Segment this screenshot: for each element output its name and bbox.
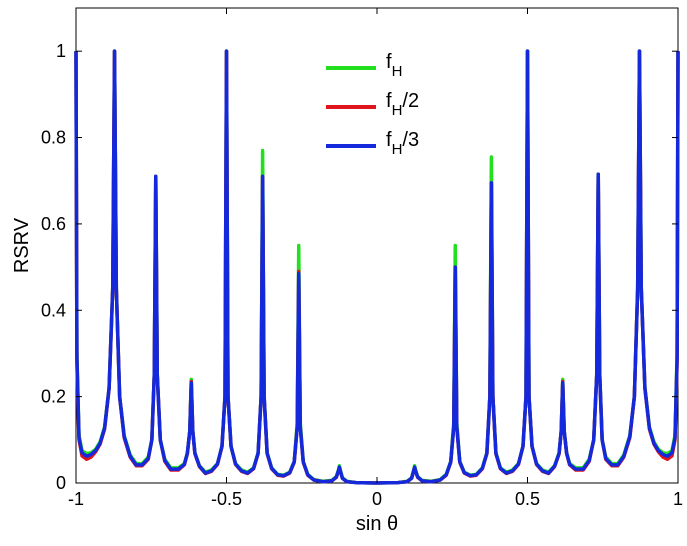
y-tick-label: 0.6 [41,214,66,234]
legend-label-2: fH/2 [386,90,419,119]
y-tick-label: 0.4 [41,300,66,320]
x-tick-label: -1 [68,489,84,509]
y-tick-label: 0.8 [41,128,66,148]
y-axis-title: RSRV [11,217,33,273]
x-tick-label: 1 [673,489,683,509]
x-tick-label: -0.5 [211,489,242,509]
legend-label-1: fH [386,51,402,80]
y-tick-label: 1 [56,41,66,61]
plot-area [75,7,679,484]
x-tick-label: 0.5 [515,489,540,509]
y-tick-label: 0.2 [41,387,66,407]
x-axis-title: sin θ [356,513,398,535]
tick-layer: -1 -0.5 0 0.5 1 0 0.2 0.4 0.6 0.8 1 [41,8,683,509]
legend-label-3: fH/3 [386,129,419,158]
x-tick-label: 0 [372,489,382,509]
y-tick-label: 0 [56,473,66,493]
legend: fH fH/2 fH/3 [326,51,419,158]
